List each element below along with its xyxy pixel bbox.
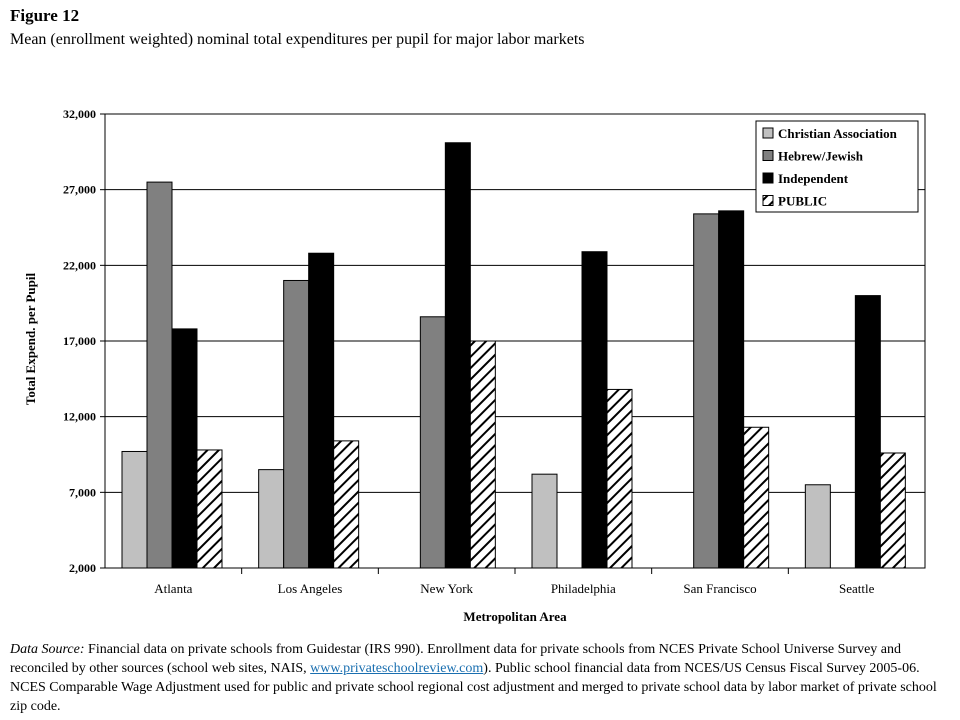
legend-label: Independent [778,171,849,186]
legend-label: Christian Association [778,126,898,141]
bar-chart: 2,000 7,000 12,000 17,000 22,000 27,000 32,000… [23,107,926,624]
legend-label: PUBLIC [778,194,827,209]
source-lead: Data Source: [10,642,85,657]
y-tick-label: 22,000 [63,258,96,272]
legend-swatch [762,172,774,184]
bar [606,388,633,569]
x-tick-label: Los Angeles [278,581,343,596]
bar [743,426,770,569]
bar [308,252,335,569]
legend-swatch [762,127,774,139]
x-axis-title: Metropolitan Area [463,609,567,624]
bar [531,473,558,569]
bar [854,295,881,569]
bar [171,328,198,569]
legend-swatch [762,195,774,206]
y-tick-label: 17,000 [63,334,96,348]
figure-label: Figure 12 [10,6,80,25]
bar [718,210,745,569]
legend: Christian Association Hebrew/Jewish Indepe… [755,120,919,213]
bar [258,469,285,569]
legend-label: Hebrew/Jewish [778,149,864,164]
figure-title: Mean (enrollment weighted) nominal total… [10,31,585,48]
y-tick-label: 7,000 [69,485,96,499]
bar [333,440,360,569]
bar [804,484,831,569]
bar [879,452,906,569]
bars [121,142,906,569]
axes: 2,000 7,000 12,000 17,000 22,000 27,000 32,000… [23,107,926,624]
bar [419,316,446,569]
bar [581,251,608,569]
source-text-1: Financial data on private schools from G… [10,642,902,676]
y-tick-label: 2,000 [69,561,96,575]
x-tick-label: Philadelphia [551,581,616,596]
bar [469,340,496,569]
legend-box [755,120,919,213]
source-text-2: ). Public school financial data from NCE… [10,661,937,714]
y-tick-label: 12,000 [63,410,96,424]
legend-swatch [762,150,774,161]
bar [121,450,148,569]
y-tick-label: 27,000 [63,183,96,197]
source-link[interactable]: www.privateschoolreview.com [310,661,484,676]
x-tick-label: New York [420,581,473,596]
x-tick-label: San Francisco [683,581,756,596]
bar [196,449,223,569]
bar [146,181,173,569]
bar [693,213,720,569]
y-axis-title: Total Expend. per Pupil [23,273,38,406]
y-tick-label: 32,000 [63,107,96,121]
x-tick-label: Seattle [839,581,875,596]
bar [444,142,471,569]
bar [283,279,310,569]
x-tick-label: Atlanta [154,581,192,596]
data-source-note: Data Source: Financial data on private s… [10,640,950,716]
